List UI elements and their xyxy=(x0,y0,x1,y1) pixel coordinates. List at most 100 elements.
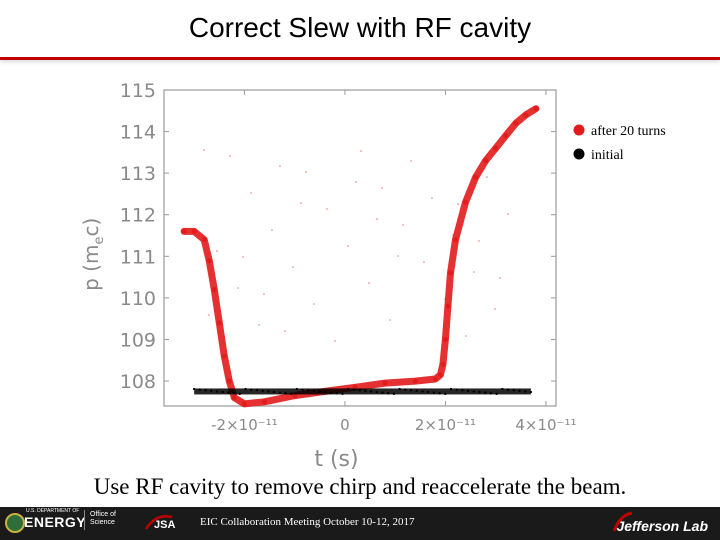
series-initial-point xyxy=(421,390,424,393)
series-initial-point xyxy=(523,390,527,393)
series-initial-point xyxy=(250,388,253,391)
title-accent-rule xyxy=(0,57,720,60)
x-tick-label: 4×10⁻¹¹ xyxy=(515,416,576,434)
series-initial-point xyxy=(324,390,327,394)
series-initial-point xyxy=(210,389,213,393)
series-initial-point xyxy=(506,388,510,391)
series-after-scatter-dot xyxy=(431,197,433,199)
series-after-scatter-dot xyxy=(478,240,480,242)
series-after-point xyxy=(442,336,448,342)
series-after-point xyxy=(437,372,443,378)
y-axis-label: p (mec) xyxy=(79,218,107,291)
legend-label: after 20 turns xyxy=(591,124,666,139)
series-initial-point xyxy=(244,387,247,391)
series-initial-point xyxy=(307,389,310,392)
series-initial-point xyxy=(449,387,453,391)
series-initial-point xyxy=(466,389,470,393)
y-tick-label: 110 xyxy=(120,288,156,310)
series-after-scatter-dot xyxy=(242,256,244,258)
series-initial-point xyxy=(472,390,476,393)
series-initial-point xyxy=(221,390,224,394)
series-after-point xyxy=(191,228,197,234)
slide-caption: Use RF cavity to remove chirp and reacce… xyxy=(93,474,627,499)
series-after-point xyxy=(432,376,438,382)
series-initial-point xyxy=(495,392,498,396)
series-after-scatter-dot xyxy=(229,155,231,157)
series-after-scatter-dot xyxy=(258,324,260,326)
series-after-scatter-dot xyxy=(457,203,459,205)
series-initial-point xyxy=(192,387,196,391)
series-initial-point xyxy=(392,392,396,396)
series-after-scatter-dot xyxy=(334,340,336,342)
x-axis-label: t (s) xyxy=(314,447,358,472)
jsa-logo-text: JSA xyxy=(154,519,175,531)
x-tick-label: -2×10⁻¹¹ xyxy=(211,416,278,434)
series-initial-point xyxy=(289,392,293,396)
series-initial-point xyxy=(301,388,304,391)
series-after-scatter-dot xyxy=(499,277,501,279)
series-after-scatter-dot xyxy=(250,192,252,194)
series-after-point xyxy=(382,380,388,386)
series-initial-point xyxy=(232,392,236,395)
series-initial-point xyxy=(461,389,464,392)
series-after-point xyxy=(216,320,222,326)
series-after-scatter-dot xyxy=(284,330,286,332)
series-initial-point xyxy=(341,392,344,396)
series-initial-point xyxy=(512,389,515,392)
series-initial-point xyxy=(404,388,407,391)
series-after-scatter-dot xyxy=(271,229,273,231)
momentum-vs-time-chart: 108 109 110 111 112 113 114 115 -2×10⁻¹¹ 0 2×10⁻¹¹… xyxy=(79,80,666,472)
label-layer: 108 109 110 111 112 113 114 115 -2×10⁻¹¹ 0 2×10⁻¹¹… xyxy=(79,80,577,472)
series-after-scatter-dot xyxy=(292,266,294,268)
series-initial-point xyxy=(432,391,436,394)
series-after-point xyxy=(262,399,268,405)
plot-layer xyxy=(180,105,540,408)
doe-small-text: U.S. DEPARTMENT OF xyxy=(26,508,80,514)
series-initial-point xyxy=(484,391,487,394)
series-after-point xyxy=(231,395,237,401)
y-tick-label: 115 xyxy=(120,80,156,102)
series-after-scatter-dot xyxy=(208,314,210,316)
series-after-point xyxy=(483,158,489,164)
office-of-science: Office of Science xyxy=(90,511,130,527)
series-initial-point xyxy=(455,388,458,391)
series-after-point xyxy=(533,106,539,112)
legend-layer: after 20 turns initial xyxy=(573,124,666,163)
series-after-scatter-dot xyxy=(423,261,425,263)
series-after-point xyxy=(463,199,469,205)
doe-energy-text: ENERGY xyxy=(24,514,87,530)
series-initial-point xyxy=(364,389,367,393)
jsa-logo-icon: JSA xyxy=(144,515,175,531)
series-initial-point xyxy=(335,392,339,395)
legend-marker xyxy=(573,124,585,136)
series-initial-point xyxy=(329,391,333,394)
series-initial-point xyxy=(501,387,504,391)
series-initial-point xyxy=(255,389,259,392)
series-after-point xyxy=(226,378,232,384)
series-after-scatter-dot xyxy=(313,303,315,305)
legend-label: initial xyxy=(591,148,624,163)
series-initial-point xyxy=(198,388,202,391)
series-after-point xyxy=(503,133,509,139)
series-initial-point xyxy=(478,390,481,394)
series-initial-point xyxy=(444,392,447,396)
series-after-point xyxy=(447,270,453,276)
footer-bar: U.S. DEPARTMENT OF ENERGY Office of Scie… xyxy=(0,507,720,540)
series-initial-point xyxy=(227,391,230,394)
series-initial-point xyxy=(272,390,276,394)
series-after-scatter-dot xyxy=(507,213,509,215)
series-initial-point xyxy=(409,389,413,392)
series-after-point xyxy=(445,303,451,309)
series-after-scatter-dot xyxy=(473,271,475,273)
jlab-swoosh-icon xyxy=(612,511,633,532)
series-after-scatter-dot xyxy=(410,160,412,162)
series-initial-point xyxy=(267,390,270,393)
series-after-scatter-dot xyxy=(486,176,488,178)
series-after-scatter-dot xyxy=(376,218,378,220)
office-line-1: Office of xyxy=(90,511,116,518)
series-initial-point xyxy=(386,392,390,395)
meeting-text: EIC Collaboration Meeting October 10-12,… xyxy=(200,516,415,528)
axes-layer xyxy=(163,89,557,407)
series-after-scatter-dot xyxy=(381,187,383,189)
y-tick-label: 114 xyxy=(120,122,156,144)
